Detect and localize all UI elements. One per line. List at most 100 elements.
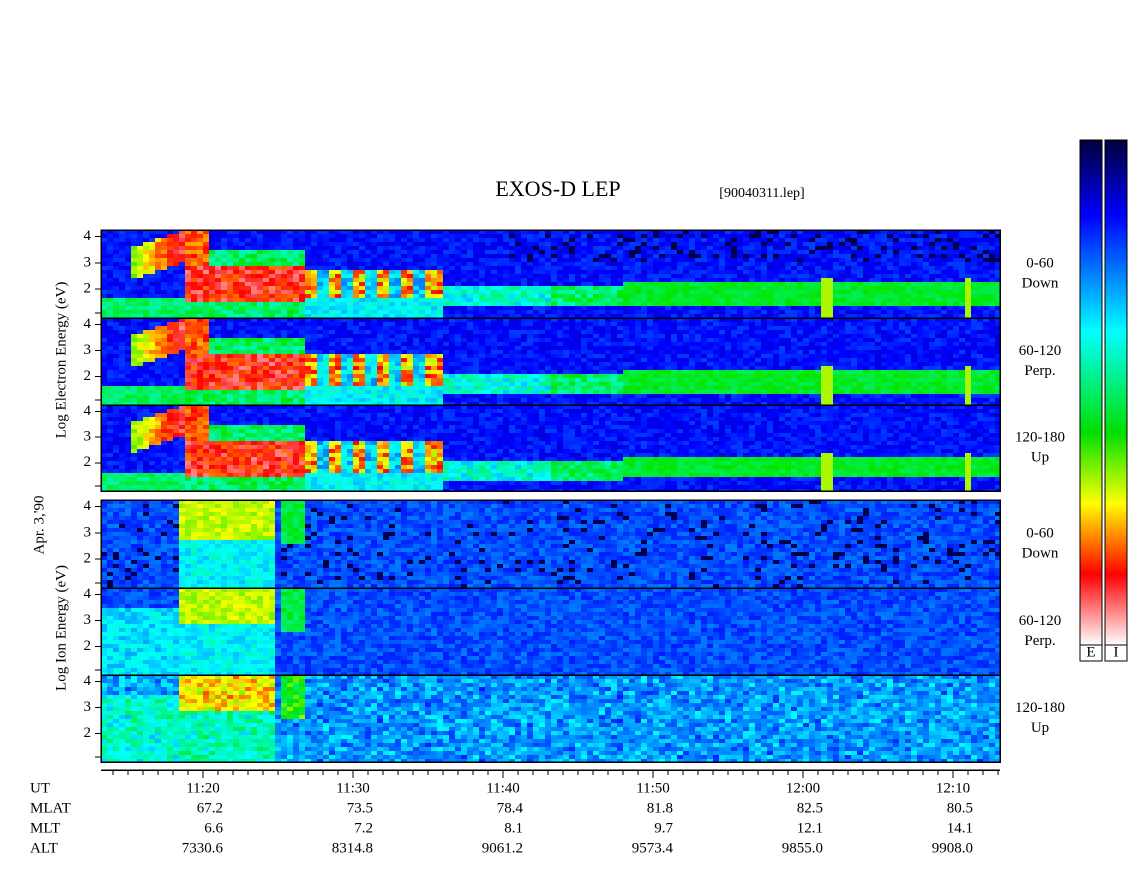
spectrogram-cell — [599, 282, 605, 286]
spectrogram-cell — [899, 314, 905, 318]
spectrogram-cell — [623, 250, 629, 254]
spectrogram-cell — [887, 354, 893, 358]
spectrogram-cell — [113, 258, 119, 262]
spectrogram-cell — [167, 306, 173, 310]
spectrogram-cell — [353, 310, 359, 314]
spectrogram-cell — [665, 354, 671, 358]
spectrogram-cell — [599, 354, 605, 358]
spectrogram-cell — [569, 330, 575, 334]
spectrogram-cell — [461, 242, 467, 246]
spectrogram-cell — [101, 246, 107, 250]
spectrogram-cell — [827, 290, 833, 294]
spectrogram-cell — [401, 330, 407, 334]
spectrogram-cell — [293, 258, 299, 262]
spectrogram-cell — [239, 322, 245, 326]
spectrogram-cell — [425, 318, 431, 322]
spectrogram-cell — [755, 258, 761, 262]
spectrogram-cell — [635, 234, 641, 238]
spectrogram-cell — [929, 238, 935, 242]
spectrogram-cell — [611, 262, 617, 266]
spectrogram-cell — [383, 262, 389, 266]
spectrogram-cell — [125, 338, 131, 342]
spectrogram-cell — [959, 346, 965, 350]
spectrogram-cell — [107, 330, 113, 334]
spectrogram-cell — [803, 270, 809, 274]
spectrogram-cell — [737, 266, 743, 270]
spectrogram-cell — [461, 338, 467, 342]
spectrogram-cell — [977, 322, 983, 326]
spectrogram-cell — [335, 314, 341, 318]
spectrogram-cell — [893, 330, 899, 334]
spectrogram-cell — [629, 270, 635, 274]
spectrogram-cell — [443, 298, 449, 302]
spectrogram-cell — [971, 230, 977, 234]
spectrogram-cell — [785, 254, 791, 258]
spectrogram-cell — [425, 290, 431, 294]
spectrogram-cell — [341, 234, 347, 238]
spectrogram-cell — [737, 294, 743, 298]
spectrogram-cell — [365, 254, 371, 258]
spectrogram-cell — [971, 250, 977, 254]
spectrogram-cell — [509, 266, 515, 270]
spectrogram-cell — [785, 322, 791, 326]
spectrogram-cell — [293, 322, 299, 326]
spectrogram-cell — [641, 346, 647, 350]
spectrogram-cell — [191, 302, 197, 306]
spectrogram-cell — [377, 254, 383, 258]
spectrogram-cell — [761, 330, 767, 334]
spectrogram-cell — [671, 282, 677, 286]
spectrogram-cell — [989, 346, 995, 350]
spectrogram-cell — [521, 342, 527, 346]
spectrogram-cell — [989, 306, 995, 310]
spectrogram-cell — [779, 282, 785, 286]
spectrogram-cell — [401, 242, 407, 246]
spectrogram-cell — [563, 274, 569, 278]
spectrogram-cell — [539, 270, 545, 274]
spectrogram-cell — [947, 274, 953, 278]
spectrogram-cell — [323, 266, 329, 270]
spectrogram-cell — [923, 234, 929, 238]
spectrogram-cell — [881, 322, 887, 326]
spectrogram-cell — [749, 278, 755, 282]
spectrogram-cell — [731, 254, 737, 258]
spectrogram-cell — [767, 302, 773, 306]
spectrogram-cell — [899, 302, 905, 306]
spectrogram-cell — [797, 266, 803, 270]
spectrogram-cell — [593, 302, 599, 306]
spectrogram-cell — [167, 346, 173, 350]
spectrogram-cell — [503, 274, 509, 278]
spectrogram-cell — [329, 270, 335, 274]
spectrogram-cell — [527, 234, 533, 238]
spectrogram-cell — [455, 270, 461, 274]
spectrogram-cell — [173, 250, 179, 254]
spectrogram-cell — [671, 246, 677, 250]
spectrogram-cell — [935, 238, 941, 242]
spectrogram-cell — [545, 286, 551, 290]
spectrogram-cell — [623, 298, 629, 302]
spectrogram-cell — [143, 350, 149, 354]
spectrogram-cell — [419, 318, 425, 322]
spectrogram-cell — [119, 326, 125, 330]
spectrogram-cell — [803, 330, 809, 334]
spectrogram-cell — [161, 254, 167, 258]
spectrogram-cell — [383, 338, 389, 342]
spectrogram-cell — [305, 302, 311, 306]
spectrogram-cell — [245, 298, 251, 302]
spectrogram-cell — [107, 346, 113, 350]
spectrogram-cell — [479, 274, 485, 278]
spectrogram-cell — [125, 294, 131, 298]
spectrogram-cell — [923, 274, 929, 278]
spectrogram-cell — [983, 242, 989, 246]
spectrogram-cell — [917, 258, 923, 262]
spectrogram-cell — [155, 266, 161, 270]
spectrogram-cell — [269, 338, 275, 342]
spectrogram-cell — [209, 286, 215, 290]
spectrogram-cell — [173, 314, 179, 318]
spectrogram-cell — [977, 274, 983, 278]
spectrogram-cell — [323, 258, 329, 262]
spectrogram-cell — [815, 338, 821, 342]
spectrogram-cell — [479, 302, 485, 306]
spectrogram-cell — [803, 338, 809, 342]
spectrogram-cell — [749, 330, 755, 334]
spectrogram-cell — [113, 310, 119, 314]
